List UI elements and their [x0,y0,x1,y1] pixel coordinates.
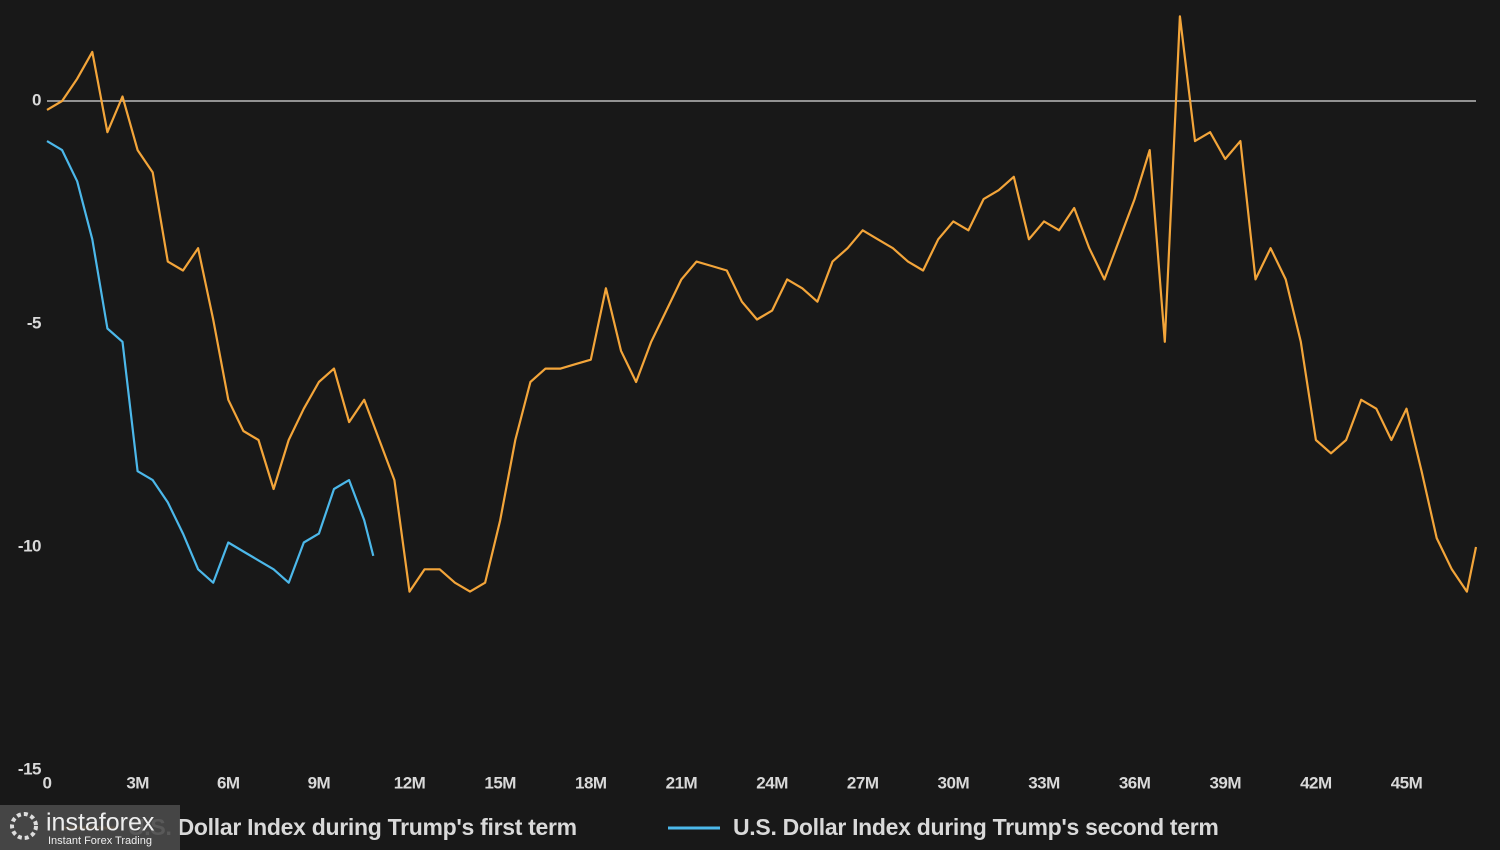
watermark-tagline: Instant Forex Trading [48,835,152,847]
x-tick-label: 33M [1028,773,1060,792]
legend: U.S. Dollar Index during Trump's first t… [63,814,1219,840]
x-tick-label: 12M [394,773,426,792]
watermark: instaforex Instant Forex Trading [0,805,180,850]
x-tick-label: 27M [847,773,879,792]
watermark-brand: instaforex [46,809,155,837]
x-tick-label: 45M [1391,773,1423,792]
y-tick-label: -10 [18,536,41,555]
plot-area: 0-5-10-150 3M 6M 9M 12M 15M 18M 21M 24M 27M 30M 33M… [18,15,1478,792]
legend-label: U.S. Dollar Index during Trump's first t… [128,814,577,840]
watermark-box [0,805,180,850]
x-tick-label: 36M [1119,773,1151,792]
y-tick-label: -15 [18,759,41,778]
x-tick-label: 6M [217,773,240,792]
x-tick-label: 21M [666,773,698,792]
x-tick-label: 15M [484,773,516,792]
series-line [46,15,1478,593]
legend-label: U.S. Dollar Index during Trump's second … [733,814,1219,840]
x-tick-label: 30M [938,773,970,792]
x-tick-label: 9M [308,773,331,792]
y-tick-label: 0 [32,90,41,109]
x-tick-label: 42M [1300,773,1332,792]
watermark-icon [10,812,38,840]
x-tick-label: 18M [575,773,607,792]
y-tick-label: -5 [27,313,41,332]
x-tick-label: 24M [756,773,788,792]
series-line [46,140,375,584]
x-tick-label: 0 [43,773,52,792]
x-tick-label: 3M [126,773,149,792]
x-tick-label: 39M [1209,773,1241,792]
